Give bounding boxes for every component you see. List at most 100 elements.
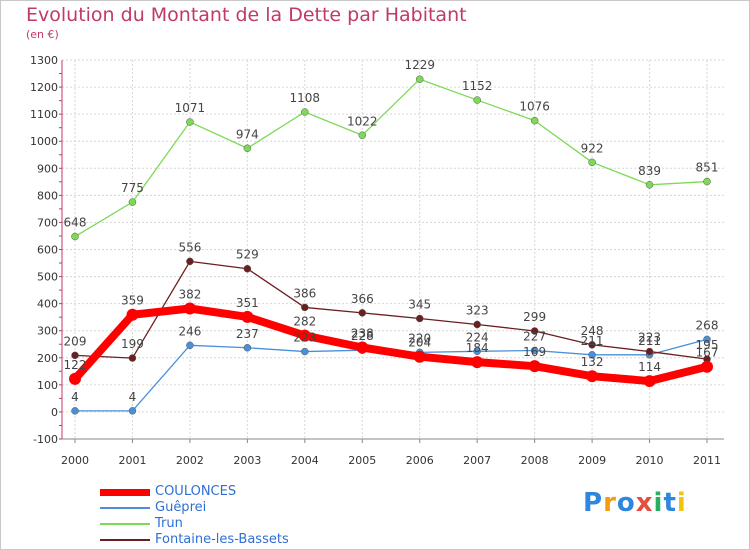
x-tick-label: 2008 [521,454,549,467]
data-label: 1076 [519,100,550,114]
series-line-fontaine-les-bassets [74,260,708,360]
data-point [588,351,596,359]
x-tick-label: 2005 [348,454,376,467]
y-tick-label: 800 [37,189,58,202]
data-point [186,341,194,350]
data-point [645,347,654,356]
data-point [128,198,137,206]
data-label: 220 [408,331,431,345]
x-tick-label: 2010 [636,454,664,467]
data-label: 224 [466,330,489,344]
data-point [243,264,252,273]
data-label: 345 [408,298,431,312]
x-tick-label: 2002 [176,454,204,467]
data-label: 386 [293,286,316,300]
data-label: 268 [696,318,719,332]
data-label: 169 [523,345,546,359]
data-label: 223 [638,331,661,345]
logo-letter: P [583,488,604,518]
data-point [243,144,252,153]
data-label: 228 [351,329,374,343]
legend-label: Trun [155,516,183,531]
data-point [356,341,369,354]
data-label: 1071 [175,101,206,115]
data-point [586,370,599,383]
data-label: 114 [638,360,661,374]
data-label: 167 [696,346,719,360]
data-label: 529 [236,248,259,262]
data-point [413,350,426,363]
legend-swatch [100,488,150,496]
data-point [183,302,196,315]
x-tick-label: 2001 [118,454,146,467]
data-point [301,347,309,356]
data-point [128,354,137,362]
data-point [530,327,539,335]
data-label: 1108 [290,91,321,105]
data-point [415,314,424,323]
data-label: 382 [178,288,201,302]
data-label: 248 [581,324,604,338]
y-tick-label: 1100 [30,108,58,121]
data-point [71,351,79,360]
data-label: 351 [236,296,259,310]
y-tick-label: 600 [37,244,58,257]
data-label: 4 [71,390,79,404]
x-tick-label: 2000 [61,454,89,467]
data-point [358,309,367,317]
logo-letter: r [603,488,617,518]
data-point [186,257,194,266]
y-tick-label: 1200 [30,81,58,94]
data-point [471,356,484,369]
data-point [473,320,481,329]
data-label: 556 [178,240,201,254]
data-label: 648 [64,216,87,230]
legend-item: Fontaine-les-Bassets [100,532,360,548]
data-label: 1152 [462,79,493,93]
chart-title: Evolution du Montant de la Dette par Hab… [26,4,467,26]
y-tick-label: 500 [37,271,58,284]
x-tick-label: 2006 [406,454,434,467]
data-label: 851 [696,161,719,175]
series-line-coulonces [71,304,711,386]
logo-letter: t [663,488,677,518]
data-label: 366 [351,292,374,306]
y-tick-label: 400 [37,298,58,311]
data-label: 204 [408,336,431,350]
logo-letter: o [616,488,636,518]
data-point [703,177,711,186]
y-tick-label: 1300 [30,54,58,67]
y-tick-label: 100 [37,379,58,392]
legend-label: COULONCES [155,484,237,499]
data-label: 132 [581,355,604,369]
legend-swatch [100,539,150,541]
data-label: 211 [638,334,661,348]
legend-item: Trun [100,516,360,532]
data-point [71,407,79,415]
data-label: 974 [236,127,259,141]
legend-swatch [100,507,150,509]
data-point [530,346,539,355]
data-point [643,375,656,388]
x-tick-label: 2011 [693,454,721,467]
legend-label: Fontaine-les-Bassets [155,532,289,547]
data-point [126,308,139,321]
data-label: 122 [64,358,87,372]
data-label: 839 [638,164,661,178]
data-label: 282 [293,315,316,329]
legend-item: Guêprei [100,500,360,516]
data-label: 195 [696,338,719,352]
data-label: 199 [121,337,144,351]
x-tick-label: 2004 [291,454,319,467]
data-label: 227 [523,329,546,343]
data-point [298,329,311,342]
data-point [473,347,481,356]
data-point [358,131,367,140]
data-point [415,75,424,83]
data-point [241,310,254,323]
data-label: 238 [351,326,374,340]
data-label: 223 [293,331,316,345]
y-tick-label: 900 [37,162,58,175]
data-label: 246 [178,324,201,338]
